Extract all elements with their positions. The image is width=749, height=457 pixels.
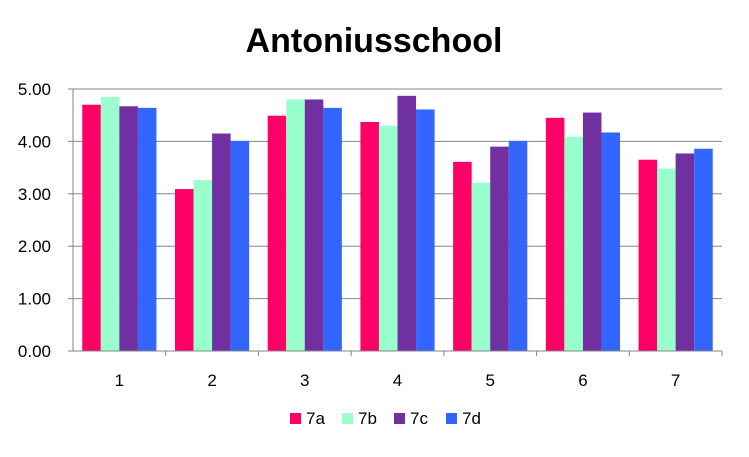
bar-7c-4: [397, 95, 417, 351]
bars: [82, 95, 713, 352]
bar-7a-4: [360, 122, 379, 352]
y-tick-label: 0.00: [18, 342, 51, 361]
bar-7d-6: [601, 132, 621, 351]
chart-title: Antoniusschool: [246, 22, 503, 60]
bar-7c-2: [212, 133, 231, 351]
legend-swatch-7c: [394, 413, 405, 424]
bar-7c-1: [119, 106, 138, 352]
bar-7b-3: [286, 99, 305, 351]
legend-label-7a: 7a: [306, 409, 325, 428]
x-tick-label: 6: [578, 371, 587, 390]
bar-7d-3: [323, 107, 342, 351]
bar-7b-5: [471, 182, 491, 351]
bar-7d-2: [230, 140, 250, 351]
x-axis-ticks: 1 2 3 4 5 6 7: [115, 371, 681, 390]
bar-7d-7: [694, 148, 713, 351]
bar-7b-7: [657, 168, 676, 351]
bar-7a-2: [174, 189, 194, 351]
bar-7b-1: [100, 96, 120, 351]
bar-7a-3: [267, 115, 287, 351]
legend: 7a 7b 7c 7d: [290, 409, 481, 428]
bar-7d-5: [508, 140, 528, 351]
bar-7d-1: [137, 107, 157, 351]
y-tick-label: 1.00: [18, 290, 51, 309]
bar-7c-6: [582, 112, 602, 351]
legend-label-7c: 7c: [410, 409, 428, 428]
x-tick-label: 4: [393, 371, 402, 390]
x-tick-label: 7: [671, 371, 680, 390]
x-tick-label: 2: [207, 371, 216, 390]
legend-label-7d: 7d: [462, 409, 481, 428]
legend-swatch-7a: [290, 413, 301, 424]
y-tick-label: 5.00: [18, 80, 51, 99]
y-tick-label: 4.00: [18, 132, 51, 151]
bar-7a-7: [638, 159, 658, 351]
bar-7c-3: [304, 99, 324, 351]
legend-swatch-7b: [342, 413, 353, 424]
legend-swatch-7d: [446, 413, 457, 424]
y-tick-label: 2.00: [18, 237, 51, 256]
legend-label-7b: 7b: [358, 409, 377, 428]
x-tick-label: 1: [115, 371, 124, 390]
bar-7c-7: [675, 153, 695, 351]
bar-7a-6: [545, 117, 565, 351]
bar-7a-5: [453, 161, 472, 351]
bar-7a-1: [82, 104, 101, 351]
x-tick-label: 3: [300, 371, 309, 390]
bar-7b-6: [564, 136, 583, 351]
x-tick-label: 5: [485, 371, 494, 390]
bar-7b-4: [378, 125, 398, 352]
bar-7c-5: [490, 146, 509, 351]
y-tick-label: 3.00: [18, 185, 51, 204]
axes: [68, 88, 723, 356]
bar-7b-2: [193, 180, 213, 351]
y-axis-ticks: 0.00 1.00 2.00 3.00 4.00 5.00: [18, 80, 51, 361]
bar-7d-4: [416, 109, 435, 351]
